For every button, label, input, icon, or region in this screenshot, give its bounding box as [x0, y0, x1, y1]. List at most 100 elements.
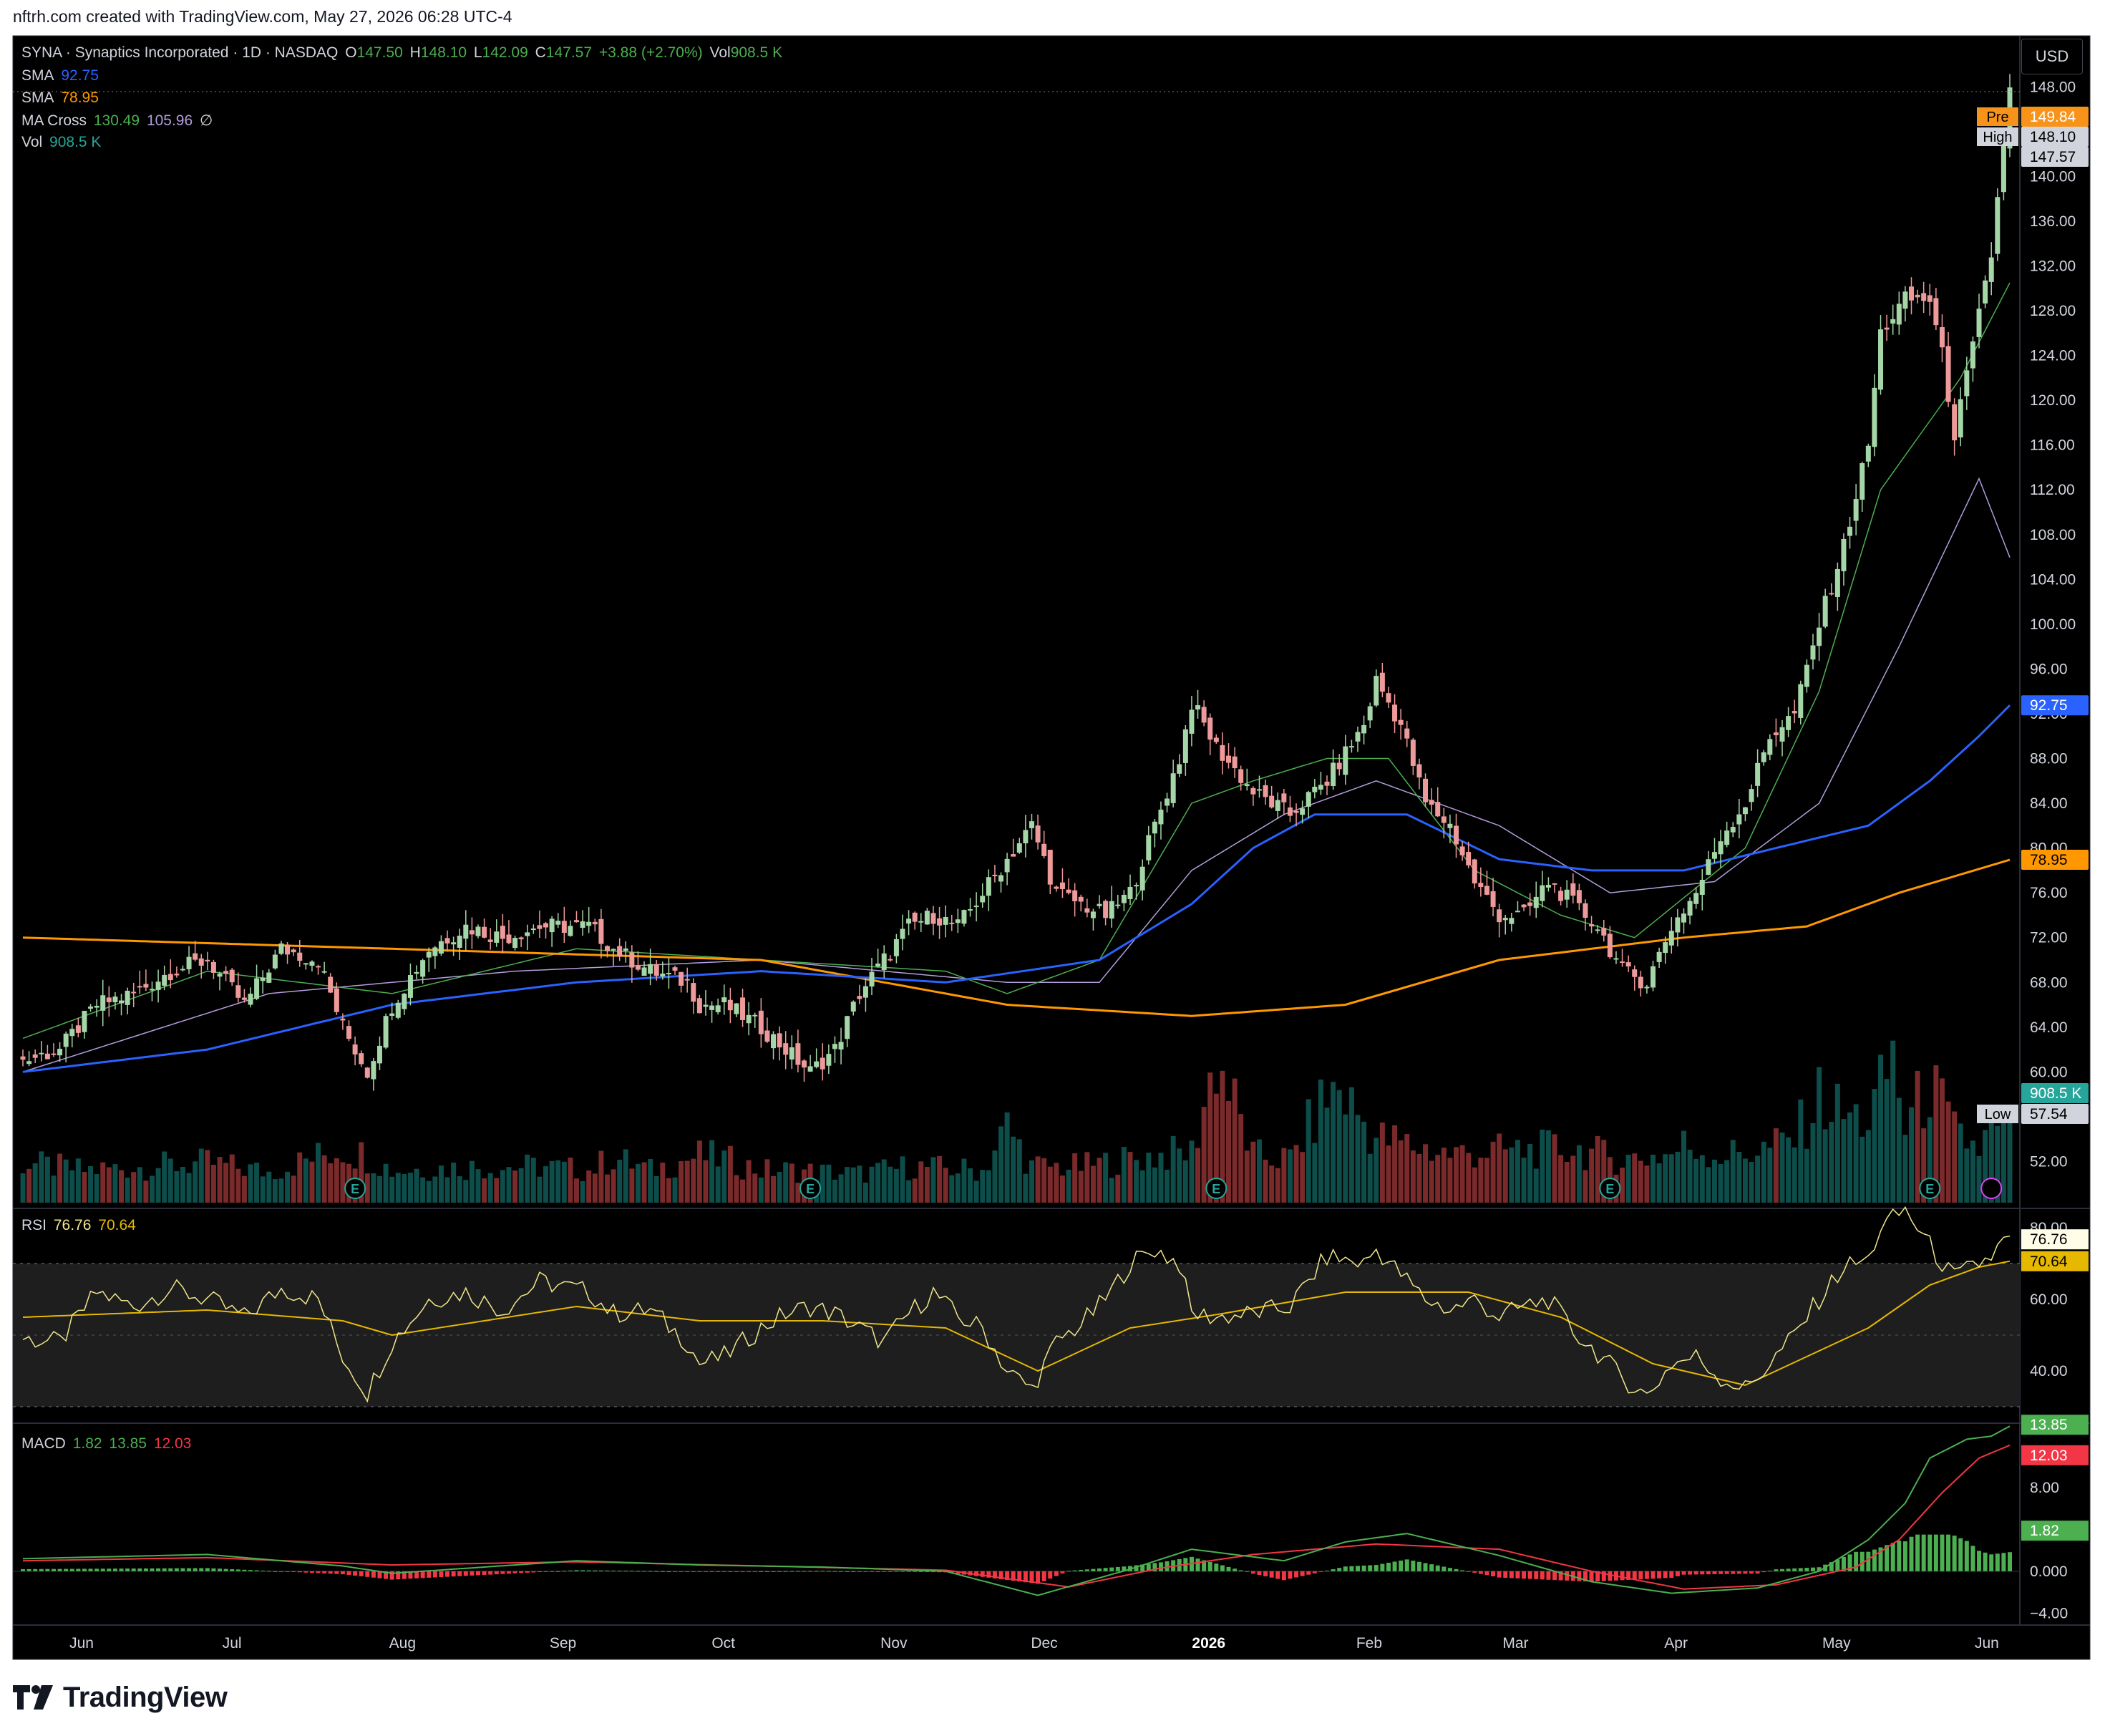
volume-bar [1170, 1135, 1176, 1203]
price-tag-value: 148.10 [2030, 129, 2076, 145]
candle-body [1386, 693, 1391, 703]
macd-histogram-bar [1115, 1566, 1120, 1571]
candle-body [1361, 724, 1367, 734]
macd-histogram-bar [396, 1571, 401, 1580]
volume-bar [838, 1174, 844, 1203]
candle-body [210, 961, 216, 973]
symbol-name: SYNA · Synaptics Incorporated · 1D · NAS… [21, 44, 339, 61]
volume-bar [1625, 1154, 1631, 1203]
volume-bar [1711, 1159, 1717, 1203]
candle-body [1441, 816, 1447, 823]
candle-body [407, 974, 413, 998]
volume-bar [463, 1180, 469, 1203]
candle-body [444, 938, 450, 944]
candle-body [691, 983, 696, 1002]
macd-histogram-bar [1380, 1563, 1385, 1571]
macd-histogram-bar [709, 1571, 714, 1572]
macd-histogram-bar [1909, 1536, 1914, 1571]
macd-histogram-bar [1681, 1571, 1686, 1575]
candle-body [1066, 889, 1071, 893]
macd-histogram-bar [1706, 1571, 1711, 1575]
volume-bar [1189, 1140, 1195, 1203]
candle-body [1054, 886, 1059, 889]
macd-histogram-bar [531, 1571, 536, 1573]
volume-bar [229, 1154, 235, 1203]
macd-histogram-bar [1644, 1571, 1649, 1579]
macd-histogram-bar [882, 1571, 887, 1572]
macd-histogram-bar [1841, 1556, 1846, 1571]
volume-bar [475, 1169, 481, 1203]
macd-tag: 13.85 [2021, 1415, 2089, 1435]
price-tag-bg [2021, 107, 2089, 127]
price-tag-bg [2021, 127, 2089, 147]
candle-body [924, 911, 930, 925]
macd-histogram-bar [1688, 1571, 1693, 1575]
candle-body [807, 1066, 813, 1072]
macd-histogram-bar [168, 1568, 173, 1571]
macd-histogram-bar [740, 1571, 745, 1572]
candle-body [918, 921, 924, 923]
macd-histogram-bar [691, 1571, 696, 1572]
macd-histogram-bar [1355, 1566, 1360, 1571]
candle-body [235, 985, 241, 998]
price-tick-label: 84.00 [2030, 795, 2068, 812]
macd-histogram-bar [463, 1571, 468, 1576]
candle-body [1146, 835, 1152, 860]
macd-tag-bg [2021, 1521, 2089, 1541]
macd-histogram-bar [322, 1571, 327, 1573]
volume-bar [1699, 1155, 1705, 1203]
volume-bar [1583, 1170, 1588, 1203]
macd-histogram-bar [1693, 1571, 1698, 1575]
volume-bar [1035, 1156, 1041, 1203]
macd-histogram-bar [574, 1570, 579, 1571]
volume-bar [727, 1145, 733, 1203]
macd-histogram-bar [1011, 1571, 1016, 1581]
candle-body [487, 939, 493, 942]
volume-bar [1355, 1115, 1361, 1203]
macd-histogram-bar [1503, 1571, 1508, 1579]
candle-body [2001, 145, 2006, 193]
candle-body [1976, 309, 1982, 337]
volume-bar [1078, 1170, 1084, 1203]
volume-bar [340, 1162, 346, 1203]
candle-body [1847, 526, 1853, 536]
currency-button[interactable]: USD [2021, 39, 2083, 74]
price-tick-label: 104.00 [2030, 571, 2076, 588]
volume-bar [1490, 1141, 1496, 1203]
volume-bar [1798, 1099, 1804, 1203]
candle-body [820, 1057, 825, 1070]
price-tick-label: 116.00 [2030, 437, 2075, 454]
volume-bar [1601, 1140, 1607, 1203]
candle-body [525, 932, 530, 936]
macd-histogram-bar [1589, 1571, 1594, 1582]
price-tick-label: 128.00 [2030, 303, 2076, 319]
volume-bar [771, 1175, 777, 1203]
price-tag: Low 57.54 [1977, 1104, 2089, 1124]
candle-body [709, 1005, 715, 1010]
macd-histogram-bar [716, 1571, 721, 1572]
candle-body [611, 949, 616, 951]
macd-histogram-bar [248, 1570, 253, 1571]
candle-body [254, 978, 260, 999]
volume-bar [316, 1143, 321, 1203]
macd-histogram-bar [353, 1571, 358, 1576]
macd-histogram-bar [88, 1568, 93, 1571]
macd-histogram-bar [930, 1571, 935, 1573]
candle-body [131, 991, 137, 994]
macd-histogram-bar [150, 1568, 155, 1571]
macd-histogram-bar [1552, 1571, 1557, 1581]
candle-body [906, 918, 912, 924]
rsi-tag: 76.76 [2021, 1229, 2089, 1250]
candle-body [1853, 499, 1859, 521]
candle-body [1127, 886, 1133, 899]
volume-bar [1620, 1168, 1625, 1203]
volume-bar [241, 1175, 247, 1203]
macd-histogram-bar [1872, 1549, 1877, 1571]
macd-tag-bg [2021, 1445, 2089, 1465]
lightning-event-icon [1980, 1178, 2003, 1199]
volume-bar [1976, 1155, 1982, 1203]
macd-histogram-bar [1755, 1571, 1760, 1574]
macd-histogram-bar [500, 1571, 505, 1574]
candle-body [1742, 807, 1748, 815]
price-tag: 78.95 [2021, 850, 2089, 871]
